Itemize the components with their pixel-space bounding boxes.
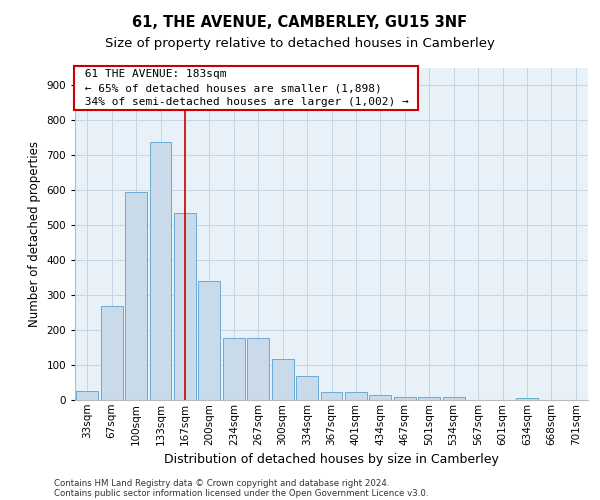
Bar	[418, 397, 440, 400]
Text: 61 THE AVENUE: 183sqm
 ← 65% of detached houses are smaller (1,898)
 34% of semi: 61 THE AVENUE: 183sqm ← 65% of detached …	[77, 69, 415, 107]
Bar	[101, 306, 122, 400]
Bar	[394, 396, 416, 400]
Text: 61, THE AVENUE, CAMBERLEY, GU15 3NF: 61, THE AVENUE, CAMBERLEY, GU15 3NF	[133, 15, 467, 30]
X-axis label: Distribution of detached houses by size in Camberley: Distribution of detached houses by size …	[164, 453, 499, 466]
Text: Contains public sector information licensed under the Open Government Licence v3: Contains public sector information licen…	[54, 488, 428, 498]
Text: Contains HM Land Registry data © Crown copyright and database right 2024.: Contains HM Land Registry data © Crown c…	[54, 478, 389, 488]
Bar	[272, 358, 293, 400]
Bar	[247, 338, 269, 400]
Bar	[370, 396, 391, 400]
Bar	[296, 376, 318, 400]
Bar	[76, 390, 98, 400]
Bar	[516, 398, 538, 400]
Bar	[223, 338, 245, 400]
Bar	[345, 392, 367, 400]
Y-axis label: Number of detached properties: Number of detached properties	[28, 141, 41, 327]
Bar	[443, 397, 464, 400]
Bar	[125, 192, 147, 400]
Bar	[320, 392, 343, 400]
Text: Size of property relative to detached houses in Camberley: Size of property relative to detached ho…	[105, 38, 495, 51]
Bar	[199, 281, 220, 400]
Bar	[149, 142, 172, 400]
Bar	[174, 213, 196, 400]
